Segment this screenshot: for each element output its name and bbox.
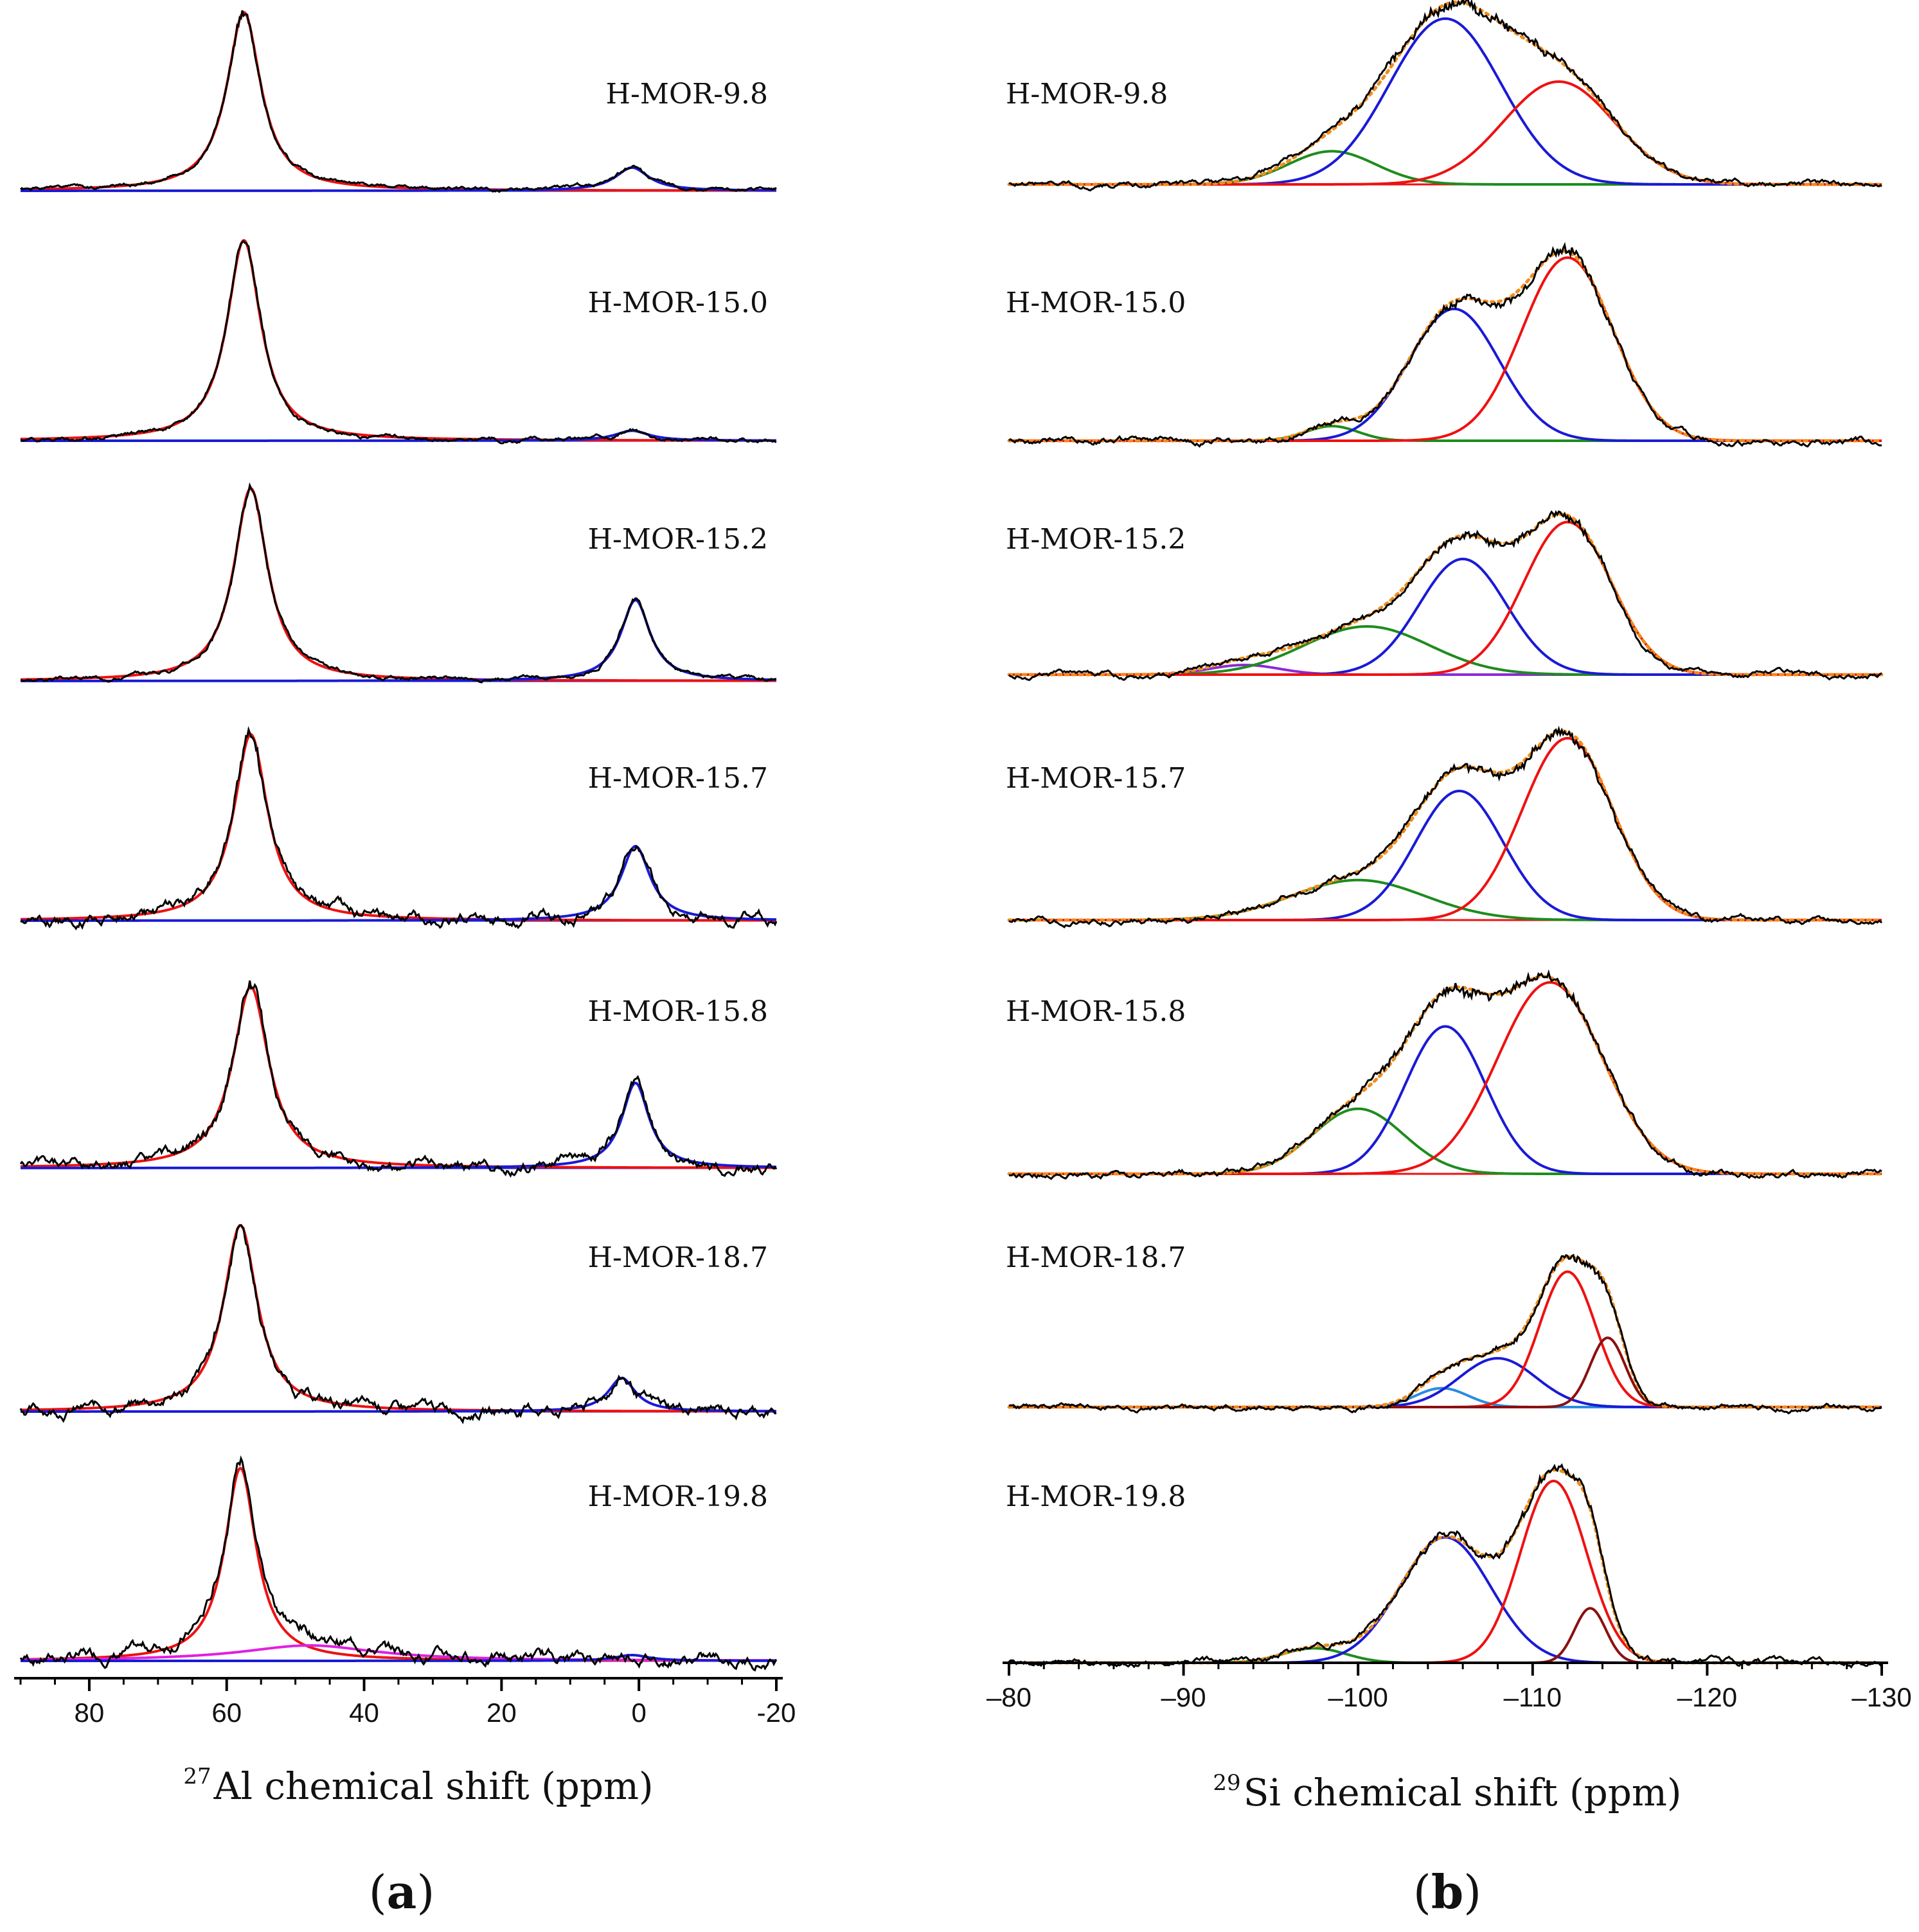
- a-fit-component-1: [21, 844, 777, 922]
- b-spectrum-label: H-MOR-19.8: [1006, 1480, 1186, 1513]
- a-experimental-spectrum: [20, 10, 777, 193]
- a-spectrum-label: H-MOR-9.8: [606, 78, 768, 111]
- a-spectrum-1: H-MOR-15.0: [20, 238, 777, 445]
- b-tick-label: –130: [1852, 1682, 1911, 1712]
- a-tick-label: 40: [349, 1697, 379, 1728]
- b-fit-sum: [1007, 249, 1884, 443]
- b-tick-label: –110: [1504, 1682, 1562, 1712]
- a-spectrum-3: H-MOR-15.7: [20, 726, 778, 930]
- panel-a-al27-spectra: H-MOR-9.8 H-MOR-15.0 H-MOR-15.2 H-MOR-15.7 H…: [14, 10, 796, 1919]
- b-spectrum-4: H-MOR-15.8: [1006, 969, 1884, 1180]
- a-experimental-spectrum: [19, 1224, 777, 1424]
- a-spectrum-label: H-MOR-15.0: [588, 287, 768, 319]
- b-tick-label: –80: [986, 1682, 1031, 1712]
- panel-a-label-letter: a: [387, 1865, 417, 1919]
- a-fit-component-1: [21, 429, 776, 442]
- panel-a-x-axis-title-superscript: 27: [183, 1764, 211, 1789]
- b-experimental-spectrum: [1008, 0, 1882, 191]
- a-spectrum-label: H-MOR-15.8: [588, 995, 768, 1028]
- panel-a-x-axis: 80 60 40 20 0 -20: [14, 1677, 796, 1728]
- panel-a-x-axis-title: 27Al chemical shift (ppm): [183, 1764, 653, 1808]
- a-spectrum-4: H-MOR-15.8: [19, 980, 778, 1178]
- panel-b-x-axis-title: 29Si chemical shift (ppm): [1213, 1770, 1681, 1814]
- b-experimental-spectrum: [1008, 725, 1883, 928]
- a-spectrum-5: H-MOR-18.7: [19, 1224, 777, 1424]
- a-experimental-spectrum: [20, 726, 778, 930]
- a-tick-label: 0: [632, 1697, 647, 1728]
- b-experimental-spectrum: [1008, 242, 1882, 448]
- b-spectrum-label: H-MOR-15.7: [1006, 762, 1186, 795]
- a-spectrum-label: H-MOR-18.7: [588, 1241, 768, 1274]
- a-fit-component-2: [21, 1654, 776, 1662]
- a-spectrum-label: H-MOR-15.2: [588, 523, 768, 556]
- panel-b-label: (b): [1413, 1865, 1482, 1919]
- a-experimental-spectrum: [19, 1455, 778, 1672]
- b-spectrum-label: H-MOR-15.0: [1006, 287, 1186, 319]
- a-tick-label: -20: [757, 1697, 796, 1728]
- panel-b-si29-spectra: H-MOR-9.8 H-MOR-15.0 H-MOR-15.2 H-MOR-15.7 H…: [986, 0, 1912, 1919]
- panel-b-spectra-stack: H-MOR-9.8 H-MOR-15.0 H-MOR-15.2 H-MOR-15.7 H…: [1006, 0, 1884, 1669]
- b-spectrum-label: H-MOR-18.7: [1006, 1241, 1186, 1274]
- a-tick-label: 20: [486, 1697, 517, 1728]
- b-spectrum-3: H-MOR-15.7: [1006, 725, 1884, 928]
- a-tick-label: 60: [211, 1697, 242, 1728]
- b-spectrum-label: H-MOR-15.8: [1006, 995, 1186, 1028]
- b-tick-label: –120: [1677, 1682, 1737, 1712]
- a-fit-component-0: [20, 1224, 776, 1413]
- panel-b-x-axis: –80 –90 –100 –110 –120 –130: [986, 1662, 1912, 1712]
- panel-a-label: (a): [369, 1865, 435, 1919]
- a-experimental-spectrum: [20, 482, 777, 684]
- a-spectrum-2: H-MOR-15.2: [20, 482, 777, 684]
- panel-b-x-axis-title-superscript: 29: [1213, 1770, 1240, 1796]
- b-spectrum-0: H-MOR-9.8: [1006, 0, 1884, 191]
- panel-a-spectra-stack: H-MOR-9.8 H-MOR-15.0 H-MOR-15.2 H-MOR-15.7 H…: [19, 10, 778, 1672]
- a-spectrum-label: H-MOR-19.8: [588, 1480, 768, 1513]
- a-spectrum-6: H-MOR-19.8: [19, 1455, 778, 1672]
- a-fit-component-0: [20, 985, 776, 1169]
- a-spectrum-0: H-MOR-9.8: [20, 10, 777, 193]
- b-spectrum-2: H-MOR-15.2: [1006, 510, 1884, 682]
- b-spectrum-5: H-MOR-18.7: [1006, 1241, 1884, 1415]
- b-experimental-spectrum: [1008, 969, 1882, 1180]
- panel-b-x-axis-title-text: Si chemical shift (ppm): [1244, 1771, 1682, 1814]
- b-spectrum-label: H-MOR-15.2: [1006, 523, 1186, 556]
- a-experimental-spectrum: [19, 980, 778, 1178]
- panel-b-label-letter: b: [1431, 1865, 1463, 1919]
- a-spectrum-label: H-MOR-15.7: [588, 762, 768, 795]
- b-experimental-spectrum: [1008, 510, 1882, 682]
- panel-a-x-axis-title-text: Al chemical shift (ppm): [213, 1764, 654, 1808]
- a-experimental-spectrum: [20, 240, 777, 445]
- b-tick-label: –100: [1328, 1682, 1388, 1712]
- b-tick-label: –90: [1161, 1682, 1206, 1712]
- b-experimental-spectrum: [1008, 1254, 1882, 1415]
- a-fit-component-1: [21, 1376, 776, 1413]
- b-spectrum-1: H-MOR-15.0: [1006, 242, 1884, 448]
- b-spectrum-label: H-MOR-9.8: [1006, 78, 1168, 111]
- a-tick-label: 80: [75, 1697, 105, 1728]
